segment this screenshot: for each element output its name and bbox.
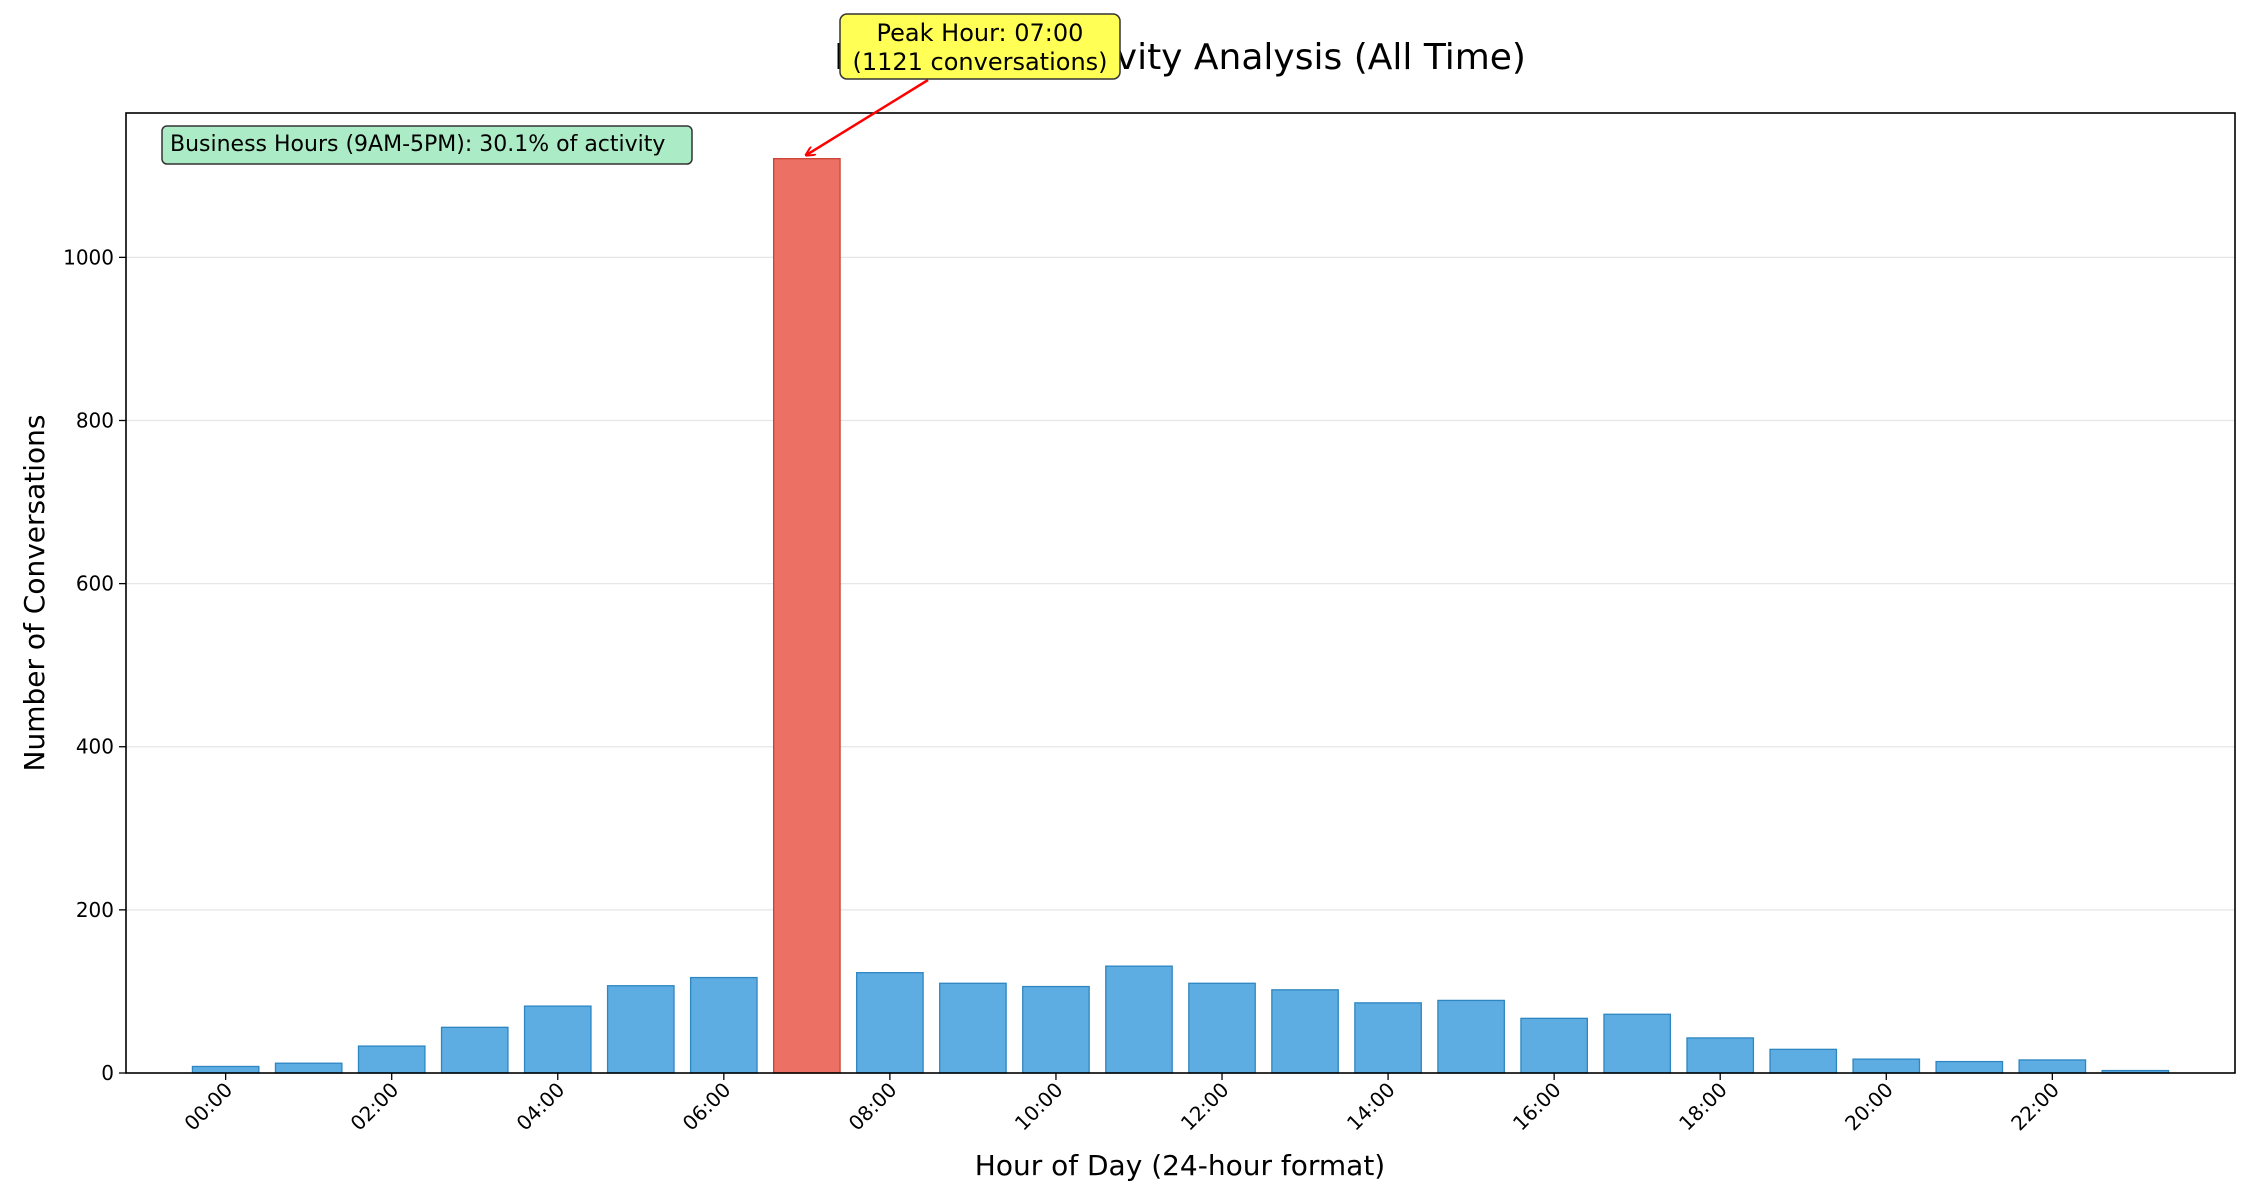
peak-arrow [807, 78, 929, 155]
y-tick-label: 1000 [63, 245, 114, 269]
business-hours-text: Business Hours (9AM-5PM): 30.1% of activ… [170, 132, 665, 157]
peak-hour-annotation: Peak Hour: 07:00 (1121 conversations) [807, 13, 1121, 155]
bar [2018, 1059, 2087, 1074]
peak-hour-line1: Peak Hour: 07:00 [877, 19, 1084, 47]
x-tick-label: 14:00 [1342, 1078, 1400, 1136]
bar [689, 976, 758, 1074]
bar [856, 972, 924, 1074]
bar [1852, 1058, 1921, 1074]
x-tick-label: 04:00 [512, 1078, 570, 1136]
y-tick-label: 400 [76, 735, 114, 759]
bar [1271, 989, 1339, 1074]
x-tick-label: 22:00 [2006, 1078, 2064, 1136]
bar [357, 1045, 426, 1074]
x-axis-label: Hour of Day (24-hour format) [975, 1149, 1385, 1182]
bar [1188, 982, 1256, 1074]
y-tick-label: 0 [101, 1061, 114, 1085]
bar [1105, 965, 1173, 1074]
bar [1769, 1048, 1838, 1074]
plot-frame [125, 112, 2236, 1074]
bar [1520, 1017, 1589, 1074]
y-axis-label: Number of Conversations [18, 415, 51, 772]
bar [1022, 985, 1090, 1074]
peak-bar [772, 158, 841, 1074]
x-tick-label: 18:00 [1674, 1078, 1732, 1136]
bar [1603, 1013, 1672, 1074]
bar [1437, 999, 1505, 1074]
x-tick-label: 00:00 [179, 1078, 237, 1136]
x-tick-label: 08:00 [844, 1078, 902, 1136]
y-tick-label: 200 [76, 898, 114, 922]
bar [1354, 1002, 1422, 1074]
bar [523, 1005, 592, 1074]
x-tick-label: 20:00 [1840, 1078, 1898, 1136]
bar [274, 1062, 343, 1074]
x-tick-label: 10:00 [1010, 1078, 1068, 1136]
y-tick-label: 600 [76, 572, 114, 596]
bars-layer [191, 158, 2170, 1074]
business-hours-annotation: Business Hours (9AM-5PM): 30.1% of activ… [161, 125, 693, 165]
bar [1686, 1037, 1755, 1074]
bar [606, 985, 675, 1074]
bar [939, 982, 1007, 1074]
x-tick-label: 12:00 [1176, 1078, 1234, 1136]
x-tick-label: 02:00 [346, 1078, 404, 1136]
peak-hour-line2: (1121 conversations) [852, 48, 1107, 76]
peak-hour-box [839, 13, 1121, 80]
x-tick-label: 06:00 [678, 1078, 736, 1136]
y-tick-label: 800 [76, 408, 114, 432]
bar [1935, 1060, 2004, 1074]
x-tick-label: 16:00 [1508, 1078, 1566, 1136]
bar [191, 1065, 260, 1074]
bar [440, 1026, 509, 1074]
business-hours-box [161, 125, 693, 165]
grid-layer [126, 256, 2235, 911]
